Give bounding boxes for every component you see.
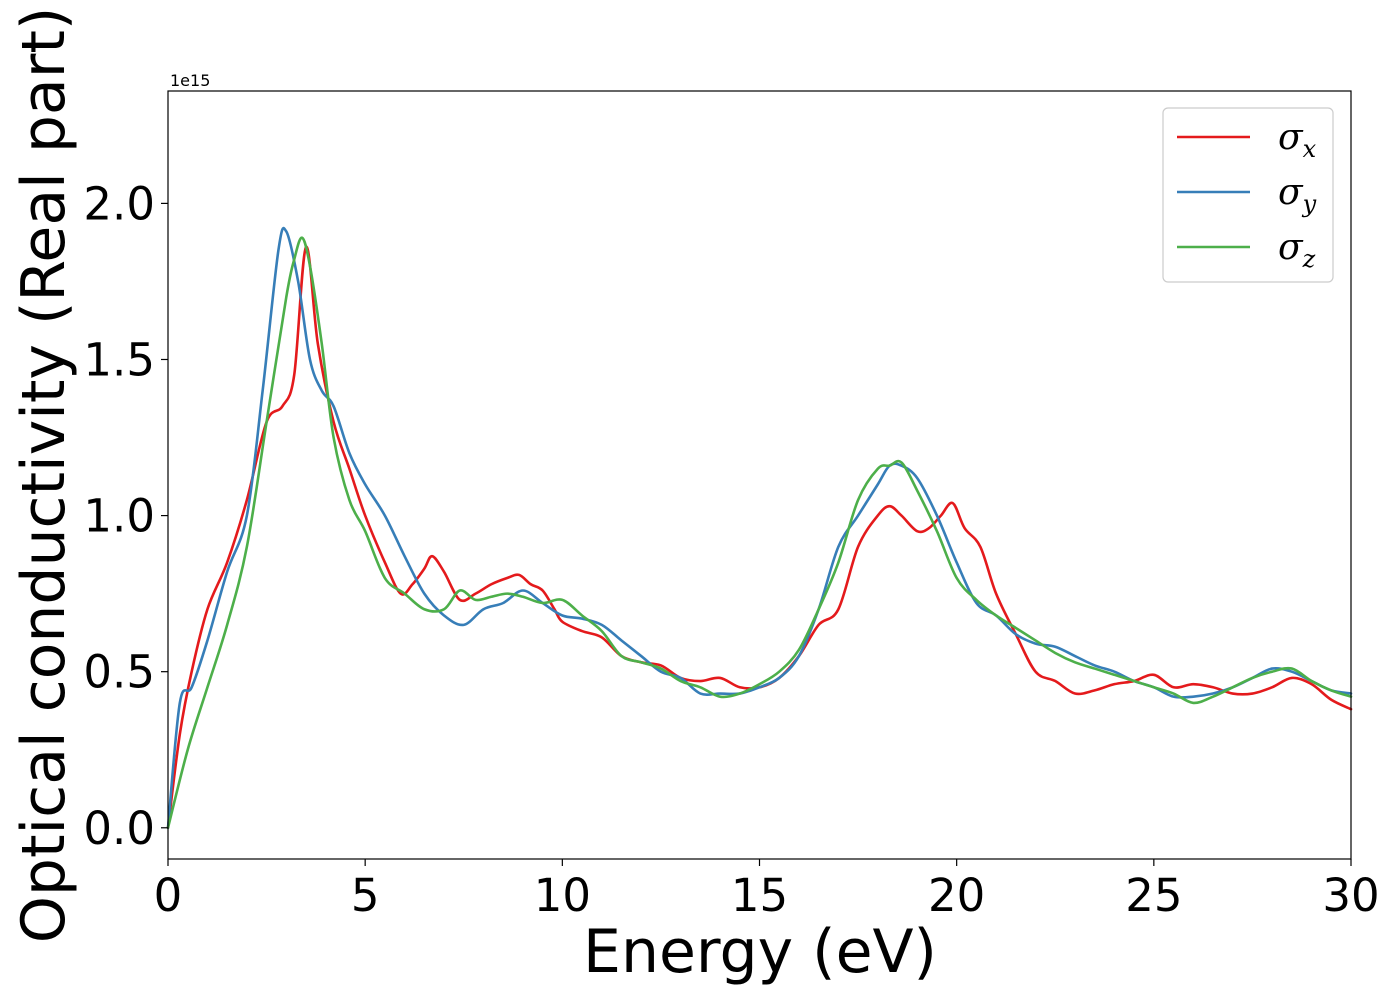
y-tick-label: 0.5 <box>83 646 155 699</box>
y-tick-label: 0.0 <box>83 802 155 855</box>
x-tick-label: 20 <box>928 869 985 922</box>
x-axis-label: Energy (eV) <box>583 917 937 987</box>
legend-label-sigma-y: σy <box>1278 172 1317 218</box>
y-tick-label: 1.0 <box>83 490 155 543</box>
x-tick-label: 10 <box>534 869 591 922</box>
series-line-sigma-y <box>166 226 1353 830</box>
series-line-sigma-z <box>166 236 1353 830</box>
x-tick-label: 5 <box>351 869 380 922</box>
x-tick-label: 15 <box>731 869 788 922</box>
legend: σx σy σz <box>1162 107 1334 283</box>
x-tick-label: 30 <box>1322 869 1379 922</box>
series-layer <box>166 226 1353 830</box>
legend-box <box>1162 107 1334 283</box>
y-tick-label: 1.5 <box>83 333 155 386</box>
legend-label-sigma-x: σx <box>1278 117 1317 163</box>
y-axis-offset-label: 1e15 <box>170 71 210 90</box>
x-axis-ticks: 0 5 10 15 20 25 30 <box>154 859 1380 922</box>
x-tick-label: 25 <box>1125 869 1182 922</box>
y-axis-ticks: 0.0 0.5 1.0 1.5 2.0 <box>83 177 168 855</box>
x-tick-label: 0 <box>154 869 183 922</box>
y-tick-label: 2.0 <box>83 177 155 230</box>
y-axis-label: Optical conductivity (Real part) <box>9 7 79 944</box>
legend-label-sigma-z: σz <box>1278 227 1316 273</box>
series-line-sigma-x <box>166 245 1353 830</box>
